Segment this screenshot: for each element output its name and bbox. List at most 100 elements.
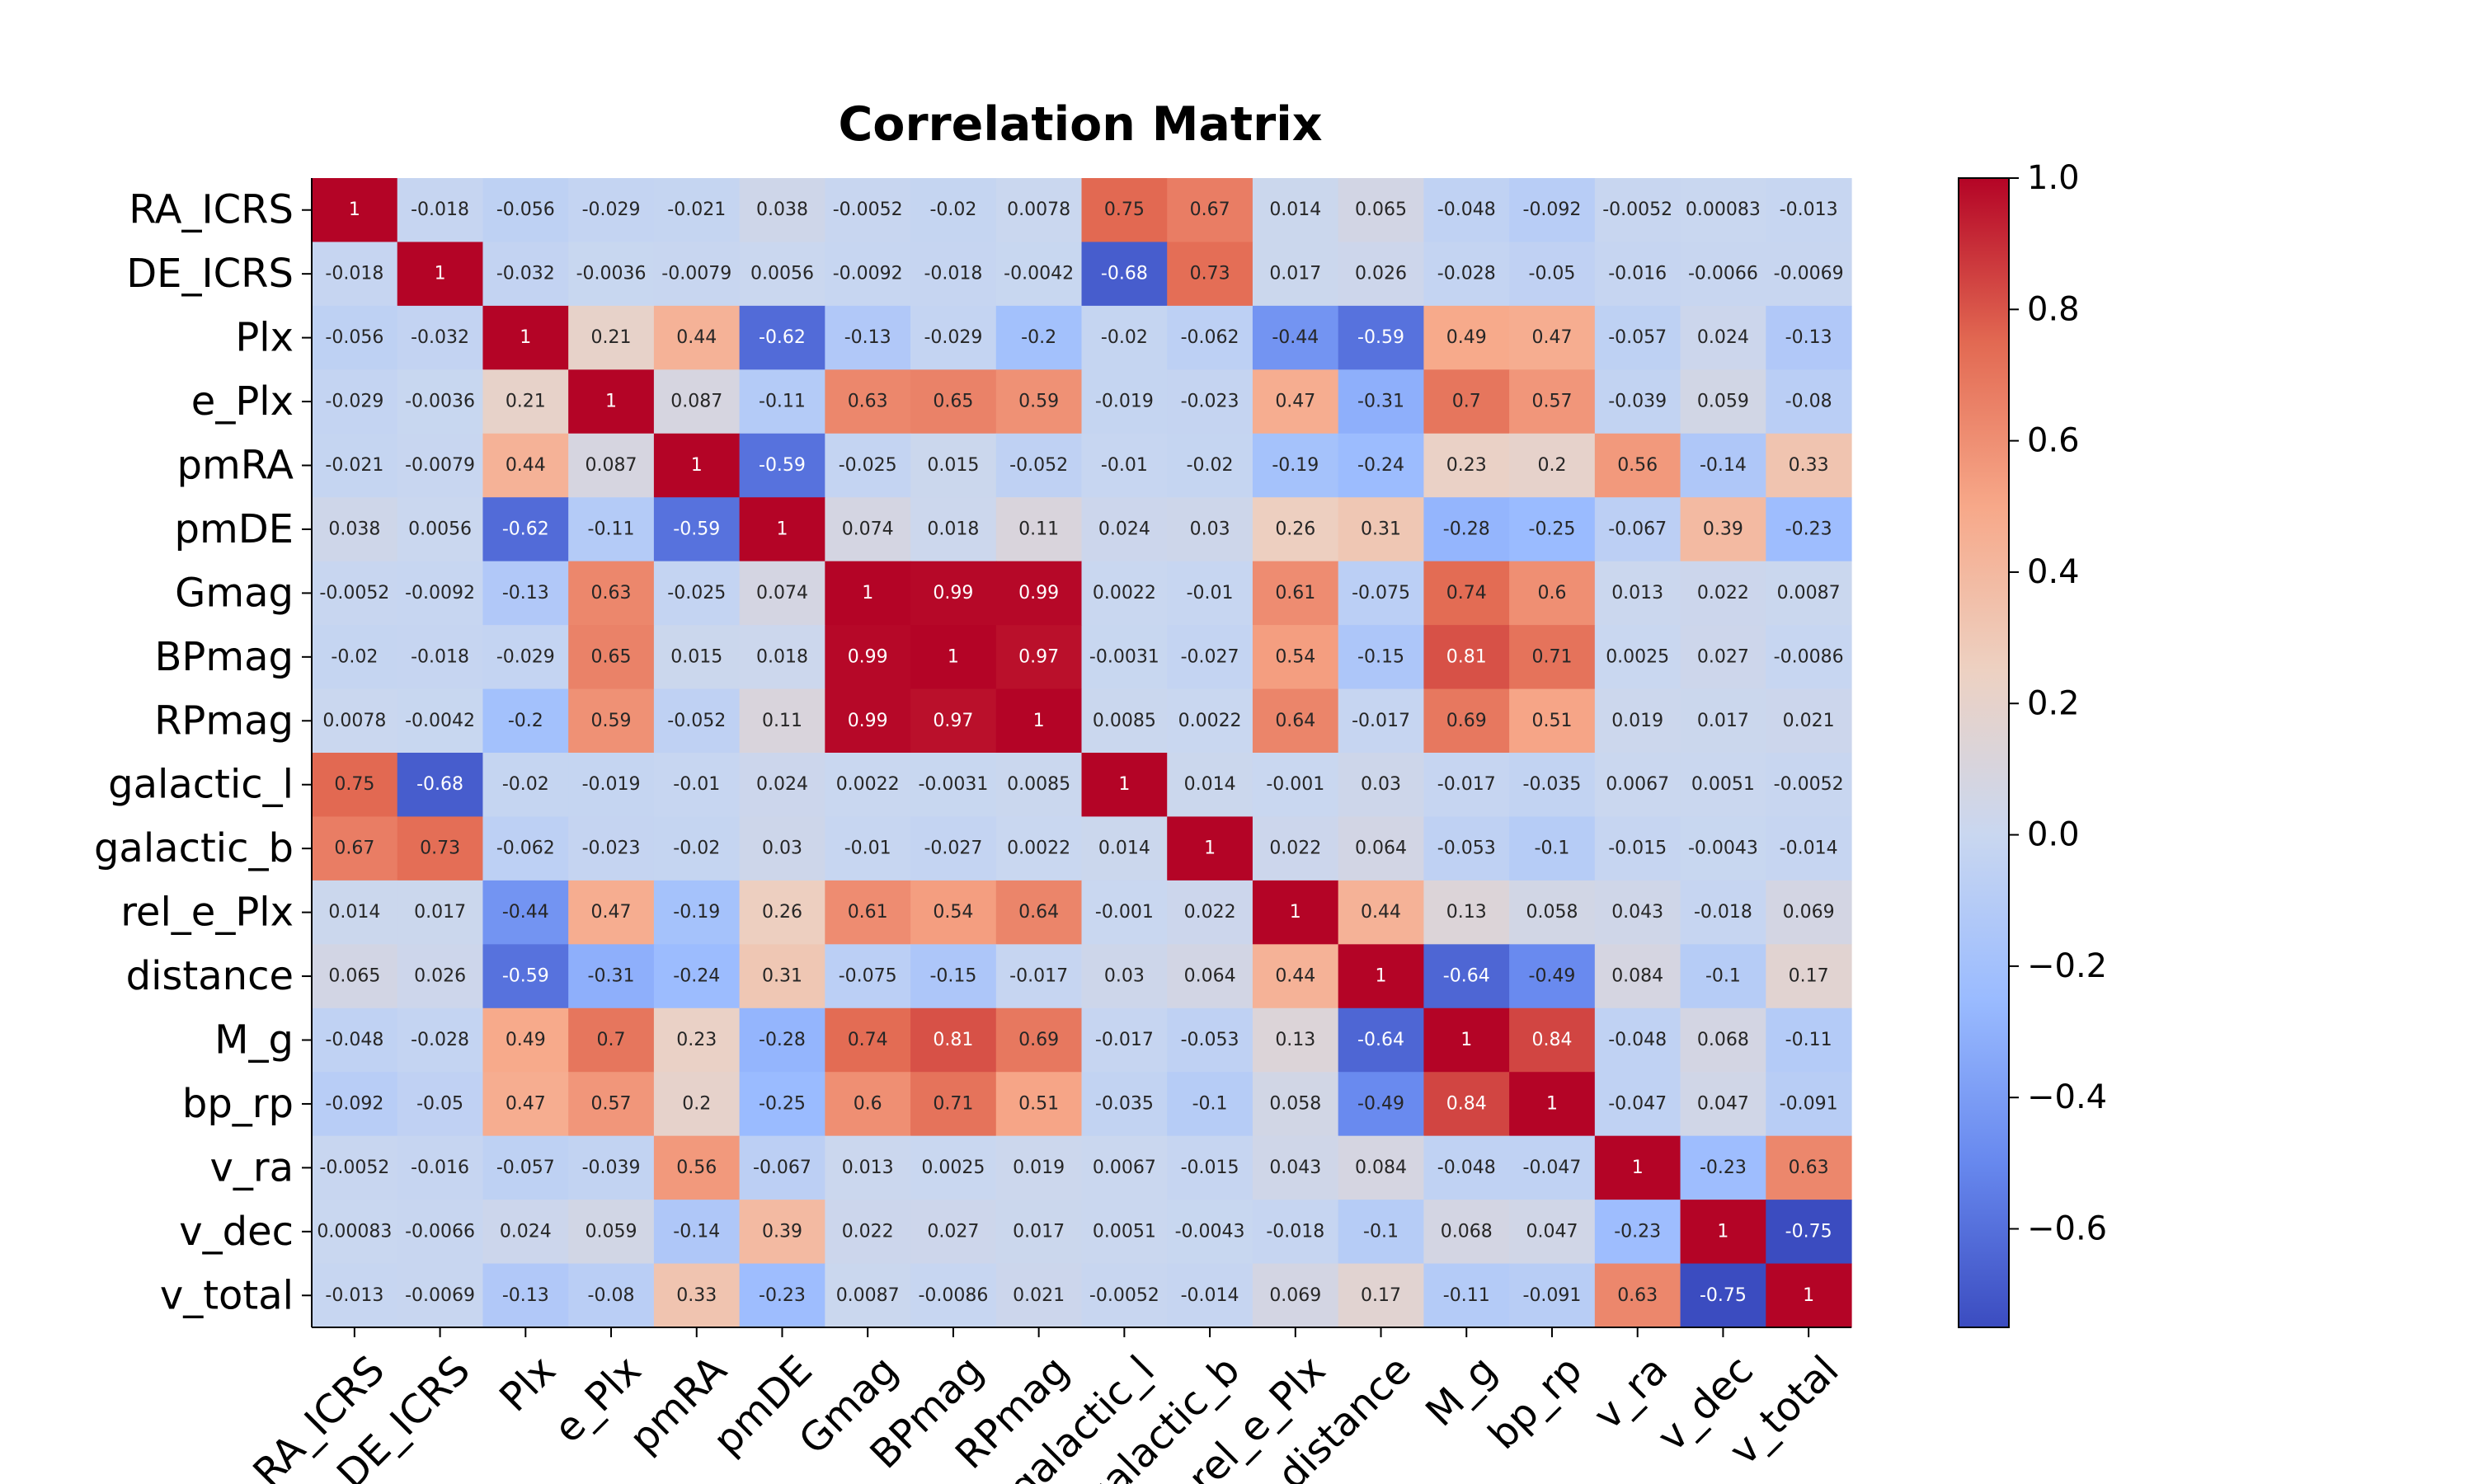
heatmap-cell xyxy=(653,753,741,818)
heatmap-cell xyxy=(1081,369,1168,434)
heatmap-cell xyxy=(995,816,1083,881)
heatmap-cell xyxy=(1252,753,1339,818)
cell-annotation: -0.13 xyxy=(844,327,891,348)
heatmap-cell xyxy=(1081,1007,1168,1073)
heatmap-cell xyxy=(1423,1263,1510,1328)
heatmap-cell xyxy=(825,1072,911,1137)
heatmap-cell xyxy=(1338,1135,1424,1200)
heatmap-cell xyxy=(1509,1200,1596,1265)
heatmap-cell xyxy=(1766,242,1852,307)
cell-annotation: -0.048 xyxy=(1608,1030,1667,1050)
heatmap-cell xyxy=(1081,433,1168,498)
cell-annotation: -0.019 xyxy=(1095,392,1154,412)
heatmap-cell xyxy=(1167,1007,1253,1073)
heatmap-cell xyxy=(568,880,655,945)
cell-annotation: -0.0052 xyxy=(1602,200,1672,220)
cell-annotation: -0.035 xyxy=(1095,1093,1154,1114)
heatmap-cell xyxy=(910,688,997,754)
heatmap-cell xyxy=(739,497,825,562)
heatmap-cell xyxy=(1252,625,1339,690)
cell-annotation: -0.0042 xyxy=(405,711,475,731)
heatmap-cell xyxy=(1338,880,1424,945)
cell-annotation: 0.56 xyxy=(676,1158,717,1178)
cell-annotation: 0.00083 xyxy=(317,1221,392,1242)
cell-annotation: -0.0052 xyxy=(833,200,903,220)
cell-annotation: -0.029 xyxy=(496,646,555,667)
cell-annotation: 0.63 xyxy=(591,583,632,603)
heatmap-cell xyxy=(653,178,741,243)
heatmap-cell xyxy=(1167,1200,1253,1265)
colorbar-tick-label: 0.0 xyxy=(2027,816,2080,854)
heatmap-annotations: 1 -0.018 -0.056 -0.029 -0.021 0.038 -0.0052 -0.… xyxy=(317,200,1843,1306)
cell-annotation: -0.028 xyxy=(1437,264,1496,284)
cell-annotation: 0.038 xyxy=(756,200,808,220)
heatmap-cell xyxy=(1167,688,1253,754)
heatmap-cell xyxy=(1766,1072,1852,1137)
cell-annotation: 0.017 xyxy=(1697,711,1749,731)
heatmap-cell xyxy=(1594,753,1681,818)
heatmap-cell xyxy=(1509,816,1596,881)
heatmap-cell xyxy=(739,880,825,945)
heatmap-cell xyxy=(1167,1263,1253,1328)
heatmap-cell xyxy=(1594,242,1681,307)
heatmap-cell xyxy=(995,688,1083,754)
cell-annotation: -0.14 xyxy=(1700,455,1747,476)
heatmap-cell xyxy=(1509,178,1596,243)
cell-annotation: 0.11 xyxy=(762,711,802,731)
cell-annotation: 0.0051 xyxy=(1691,774,1755,795)
cell-annotation: 0.81 xyxy=(933,1030,973,1050)
cell-annotation: 0.99 xyxy=(933,583,973,603)
row-tick-label: DE_ICRS xyxy=(126,251,294,297)
heatmap-cell xyxy=(653,625,741,690)
cell-annotation: -0.0086 xyxy=(918,1285,988,1306)
cell-annotation: -0.25 xyxy=(1529,519,1576,539)
cell-annotation: 0.11 xyxy=(1018,519,1059,539)
heatmap-cell xyxy=(482,1200,569,1265)
heatmap-cell xyxy=(1338,688,1424,754)
heatmap-cell xyxy=(1423,753,1510,818)
heatmap-cell xyxy=(1594,1200,1681,1265)
cell-annotation: 0.47 xyxy=(591,902,632,923)
heatmap-cell xyxy=(1252,497,1339,562)
heatmap-cell xyxy=(1766,753,1852,818)
colorbar-tick-label: −0.6 xyxy=(2027,1210,2107,1248)
heatmap-cell xyxy=(739,625,825,690)
cell-annotation: 0.0087 xyxy=(836,1285,900,1306)
cell-annotation: 0.51 xyxy=(1531,711,1572,731)
heatmap-cell xyxy=(397,625,484,690)
heatmap-cell xyxy=(1509,625,1596,690)
heatmap-cell xyxy=(653,433,741,498)
heatmap-cell xyxy=(397,688,484,754)
cell-annotation: 0.44 xyxy=(1361,902,1401,923)
cell-annotation: -0.048 xyxy=(325,1030,383,1050)
heatmap-cell xyxy=(1509,688,1596,754)
heatmap-cell xyxy=(653,497,741,562)
cell-annotation: 0.013 xyxy=(842,1158,894,1178)
cell-annotation: 0.024 xyxy=(500,1221,552,1242)
cell-annotation: 0.64 xyxy=(1275,711,1315,731)
heatmap-cell xyxy=(312,625,398,690)
heatmap-cell xyxy=(1594,944,1681,1009)
heatmap-cell xyxy=(1680,625,1766,690)
colorbar-tick-label: −0.4 xyxy=(2027,1078,2107,1116)
cell-annotation: 0.084 xyxy=(1611,966,1663,987)
heatmap-cell xyxy=(1594,369,1681,434)
cell-annotation: -0.01 xyxy=(1101,455,1148,476)
cell-annotation: 0.065 xyxy=(1355,200,1407,220)
cell-annotation: -0.01 xyxy=(673,774,720,795)
heatmap-cell xyxy=(995,1135,1083,1200)
cell-annotation: -0.2 xyxy=(508,711,543,731)
heatmap-cell xyxy=(1594,688,1681,754)
heatmap-cell xyxy=(568,1263,655,1328)
cell-annotation: -0.75 xyxy=(1700,1285,1747,1306)
cell-annotation: -0.017 xyxy=(1437,774,1496,795)
cell-annotation: -0.029 xyxy=(325,392,383,412)
heatmap-cell xyxy=(1338,753,1424,818)
cell-annotation: 0.39 xyxy=(1703,519,1743,539)
heatmap-cell xyxy=(1252,944,1339,1009)
heatmap-cell xyxy=(1766,497,1852,562)
cell-annotation: -0.018 xyxy=(1266,1221,1324,1242)
cell-annotation: -0.018 xyxy=(411,646,469,667)
cell-annotation: -0.62 xyxy=(502,519,549,539)
cell-annotation: 1 xyxy=(1460,1030,1472,1050)
